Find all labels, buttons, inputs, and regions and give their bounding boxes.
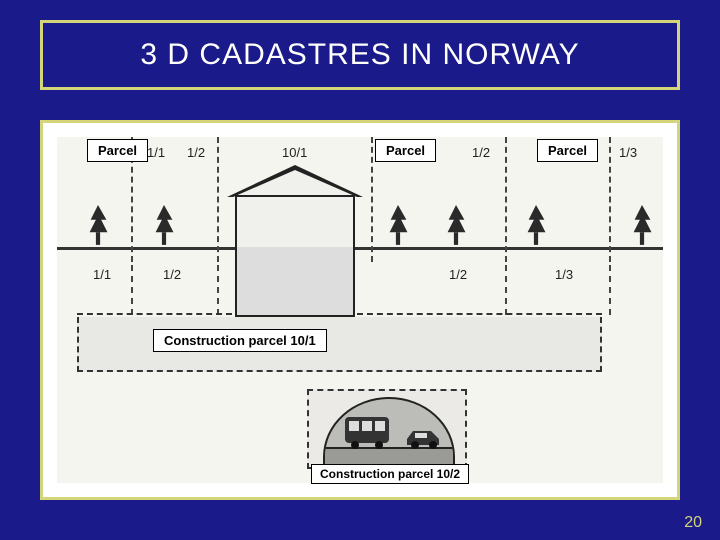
- slide-title: 3 D CADASTRES IN NORWAY: [140, 38, 579, 72]
- tree-icon: [387, 205, 409, 247]
- tree-icon: [87, 205, 109, 247]
- parcel-overlay-label: Parcel: [87, 139, 148, 162]
- parcel-id: 10/1: [282, 145, 307, 160]
- parcel-boundary-below: [505, 265, 507, 315]
- parcel-id-below: 1/2: [449, 267, 467, 282]
- parcel-id: 1/2: [187, 145, 205, 160]
- construction-102-label: Construction parcel 10/2: [311, 464, 469, 484]
- construction-102-area: [307, 389, 467, 469]
- construction-101-edge: [357, 313, 602, 315]
- parcel-boundary-below: [131, 265, 133, 315]
- parcel-overlay-label: Parcel: [537, 139, 598, 162]
- parcel-boundary: [505, 137, 507, 262]
- construction-101-edge: [77, 313, 232, 315]
- house-basement: [235, 247, 355, 317]
- parcel-boundary: [609, 137, 611, 262]
- page-number: 20: [684, 514, 702, 532]
- parcel-boundary-below: [217, 265, 219, 315]
- parcel-boundary-below: [609, 265, 611, 315]
- car-icon: [405, 427, 443, 449]
- tunnel-arch: [323, 397, 455, 465]
- diagram-frame: 1/1 1/2 10/1 1/2 1/3 1/1 1/2 1/2 1/3: [40, 120, 680, 500]
- house-roof: [233, 170, 357, 197]
- parcel-id-below: 1/3: [555, 267, 573, 282]
- parcel-id: 1/3: [619, 145, 637, 160]
- parcel-id: 1/1: [147, 145, 165, 160]
- parcel-id: 1/2: [472, 145, 490, 160]
- parcel-id-below: 1/1: [93, 267, 111, 282]
- tunnel-road: [325, 447, 453, 465]
- ground-line: [57, 247, 663, 250]
- parcel-overlay-label: Parcel: [375, 139, 436, 162]
- tree-icon: [445, 205, 467, 247]
- tree-icon: [153, 205, 175, 247]
- construction-101-label: Construction parcel 10/1: [153, 329, 327, 352]
- parcel-boundary: [371, 137, 373, 262]
- title-frame: 3 D CADASTRES IN NORWAY: [40, 20, 680, 90]
- diagram-canvas: 1/1 1/2 10/1 1/2 1/3 1/1 1/2 1/2 1/3: [57, 137, 663, 483]
- parcel-id-below: 1/2: [163, 267, 181, 282]
- house-body: [235, 195, 355, 250]
- parcel-boundary: [217, 137, 219, 262]
- tree-icon: [525, 205, 547, 247]
- tree-icon: [631, 205, 653, 247]
- bus-icon: [343, 413, 391, 449]
